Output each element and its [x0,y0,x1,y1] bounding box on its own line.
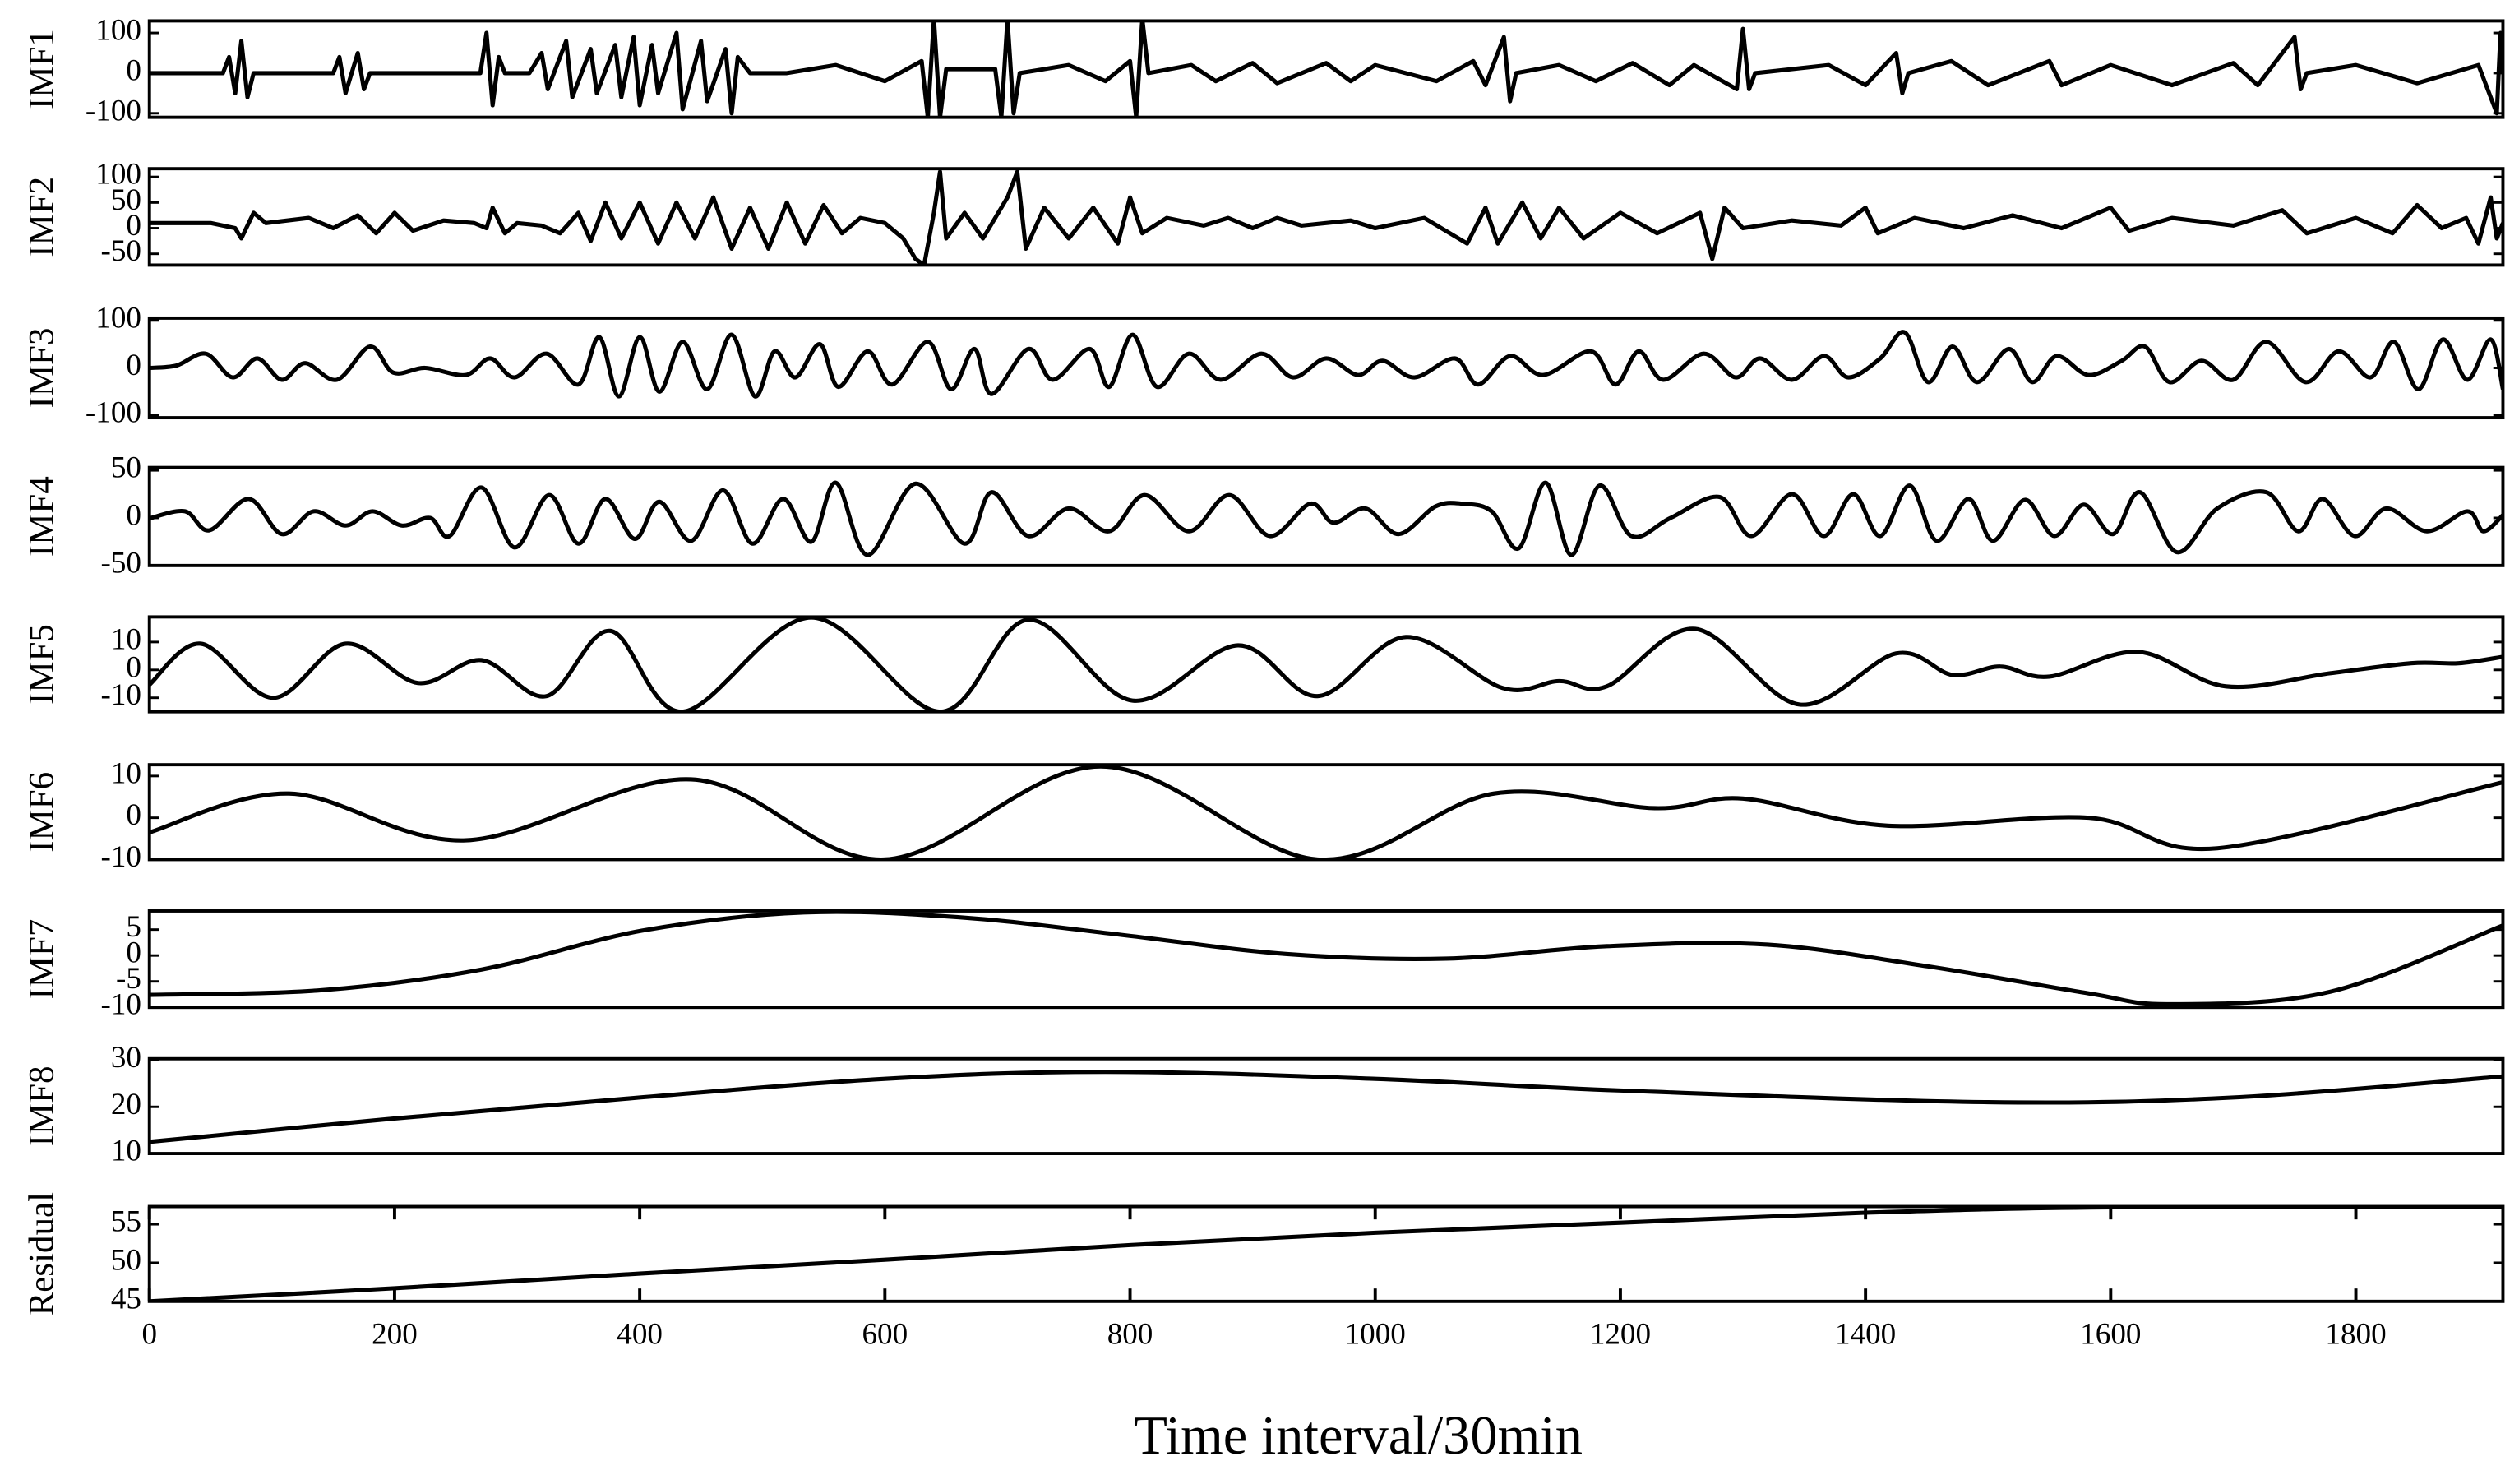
plot-frame [147,1056,2505,1155]
y-tick-label: 0 [126,209,141,243]
y-tick-label: 50 [111,1243,141,1277]
y-tick-label: 10 [111,756,141,790]
series-line [149,617,2503,712]
y-tick-label: -100 [86,396,141,430]
x-axis-label: Time interval/30min [1134,1406,1583,1466]
x-tick-label: 1800 [2325,1317,2386,1351]
x-tick-label: 0 [141,1317,157,1351]
y-tick-label: 100 [95,14,141,48]
y-tick-label: -50 [100,234,141,268]
y-tick-label: 45 [111,1282,141,1315]
y-tick-label: 100 [95,301,141,335]
x-tick-label: 600 [862,1317,908,1351]
series-line [149,765,2503,860]
x-tick-label: 1000 [1345,1317,1406,1351]
plot-frame [147,1204,2505,1303]
x-tick-label: 1200 [1590,1317,1651,1351]
y-tick-label: 0 [126,53,141,87]
y-axis-label: IMF2 [23,177,62,257]
y-tick-label: 50 [111,183,141,217]
plot-frame [147,763,2505,862]
plot-frame [147,909,2505,1010]
y-tick-label: 0 [126,650,141,684]
y-axis-label: IMF3 [23,328,62,409]
x-tick-label: 1600 [2080,1317,2141,1351]
y-tick-label: -10 [100,988,141,1022]
y-axis-label: IMF6 [23,772,62,853]
y-axis-label: Residual [23,1192,62,1315]
y-axis-label: IMF5 [23,624,62,705]
y-tick-label: 30 [111,1041,141,1075]
y-axis-label: IMF4 [23,476,62,557]
y-tick-label: 100 [95,158,141,192]
y-tick-label: 0 [126,798,141,832]
y-tick-label: -5 [116,962,141,996]
x-tick-label: 800 [1107,1317,1153,1351]
y-tick-label: 0 [126,498,141,532]
x-tick-label: 200 [372,1317,418,1351]
y-tick-label: 50 [111,451,141,485]
y-axis-label: IMF1 [23,29,62,109]
y-tick-label: -10 [100,678,141,712]
x-tick-label: 400 [617,1317,663,1351]
series-line [149,330,2503,399]
plot-frame [147,19,2505,119]
y-axis-label: IMF8 [23,1066,62,1146]
y-tick-label: 0 [126,349,141,382]
plot-frame [147,615,2505,714]
series-line [149,169,2503,266]
y-tick-label: 10 [111,622,141,656]
x-tick-label: 1400 [1835,1317,1896,1351]
series-line [149,1070,2503,1144]
y-tick-label: -100 [86,94,141,127]
series-line [149,910,2503,1006]
plot-frame [147,465,2505,567]
plot-frame [147,316,2505,420]
series-line [149,21,2503,118]
y-axis-label: IMF7 [23,919,62,1000]
plot-frame [147,167,2505,267]
series-line [149,1206,2503,1301]
series-line [149,480,2503,557]
y-tick-label: 55 [111,1205,141,1239]
y-tick-label: -10 [100,840,141,874]
y-tick-label: 5 [126,910,141,944]
y-tick-label: -50 [100,546,141,580]
y-tick-label: 0 [126,936,141,970]
y-tick-label: 20 [111,1088,141,1121]
y-tick-label: 10 [111,1135,141,1168]
